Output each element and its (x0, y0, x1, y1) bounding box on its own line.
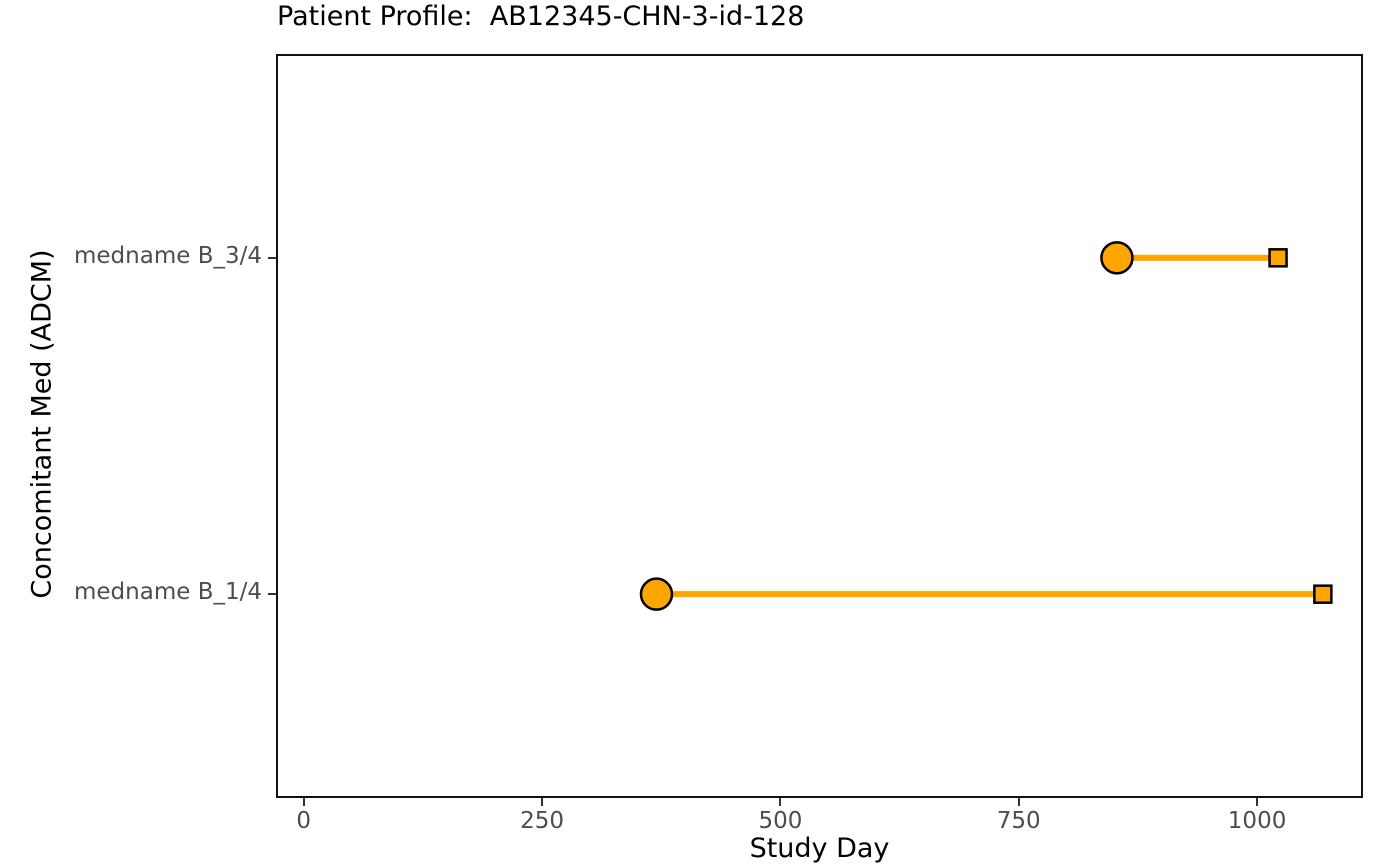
med-start-marker-circle (639, 577, 674, 611)
plot-panel (276, 54, 1363, 798)
x-tick-mark (1017, 798, 1020, 806)
plot-svg (639, 241, 1333, 611)
x-tick-label: 1000 (1227, 808, 1287, 834)
med-start-marker-circle (1100, 241, 1134, 275)
y-tick-mark (268, 593, 276, 596)
x-axis-title: Study Day (749, 833, 890, 864)
y-tick-label: medname B_3/4 (74, 242, 262, 269)
x-tick-mark (302, 798, 305, 806)
x-tick-mark (779, 798, 782, 806)
x-tick-label: 750 (996, 808, 1041, 834)
y-axis-title: Concomitant Med (ADCM) (26, 249, 58, 599)
x-tick-label: 0 (296, 808, 312, 834)
x-tick-label: 500 (758, 808, 803, 834)
chart-title: Patient Profile: AB12345-CHN-3-id-128 (277, 1, 805, 32)
med-end-marker-square (1268, 248, 1288, 268)
med-end-marker-square (1313, 584, 1333, 604)
x-tick-mark (1256, 798, 1259, 806)
x-tick-label: 250 (520, 808, 565, 834)
x-tick-mark (541, 798, 544, 806)
y-tick-label: medname B_1/4 (74, 579, 262, 606)
y-tick-mark (268, 256, 276, 259)
